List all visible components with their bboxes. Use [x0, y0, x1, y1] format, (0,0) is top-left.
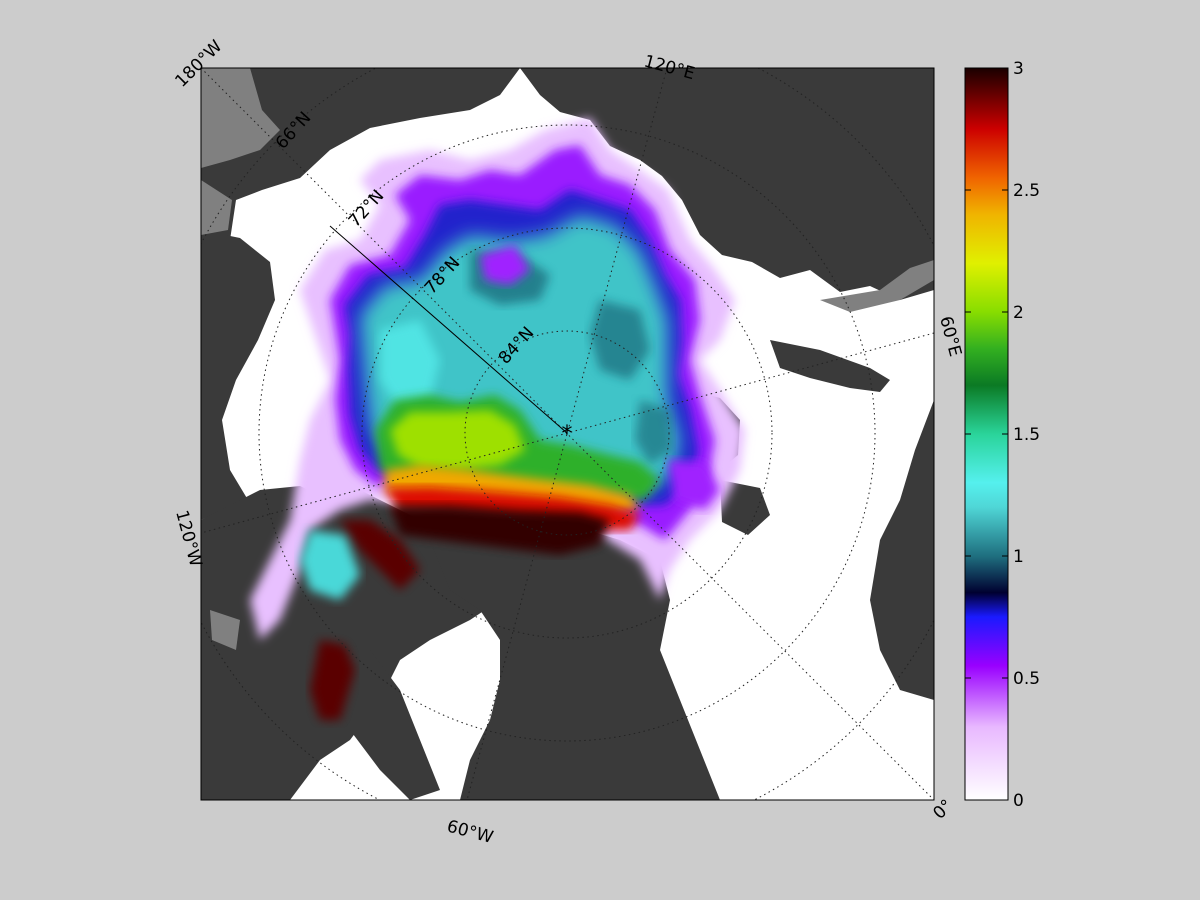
colorbar-tick-label: 1 [1013, 547, 1024, 567]
land-siberia [520, 68, 934, 300]
no-data-alaska-west [201, 68, 280, 168]
lon-label-120w: 120°W [171, 508, 205, 569]
colorbar-ticks: 0 0.5 1 1.5 2 2.5 3 [965, 59, 1040, 811]
land-alaska [201, 68, 520, 252]
ice-archipelago-channels [340, 520, 420, 590]
map-panel: * 66°N 72°N 78°N 84°N [201, 68, 934, 800]
map-border [200, 67, 935, 801]
ice-yellow-green [390, 410, 525, 470]
ice-archipelago-cyan [300, 530, 360, 600]
lat-circle-72n [258, 124, 876, 742]
ice-thickness-field [250, 118, 745, 720]
lat-circle-84n [464, 330, 670, 536]
ice-barents-purple [668, 460, 720, 510]
lat-circle-78n [361, 227, 773, 639]
ice-dark-teal-patch-2 [590, 300, 650, 380]
lat-label-leader [329, 225, 568, 434]
ice-bright-cyan [380, 320, 440, 410]
colorbar-tick-label: 2.5 [1013, 181, 1040, 201]
land-franz-josef [720, 480, 770, 535]
lon-label-60w: 60°W [445, 817, 496, 849]
land-scandinavia [870, 400, 934, 700]
colorbar-tick-label: 1.5 [1013, 425, 1040, 445]
ice-dark-teal-patch-3 [635, 400, 672, 465]
no-data-land [201, 68, 934, 650]
land-baffin [330, 640, 440, 800]
no-data-greenland-edge [210, 610, 240, 650]
lon-label-60e: 60°E [935, 314, 965, 359]
land-canada [201, 230, 275, 520]
meridian-120e-60w [466, 68, 668, 800]
land-greenland [430, 520, 720, 800]
north-pole-marker: * [562, 422, 573, 447]
colorbar-gradient [964, 67, 1009, 801]
ice-thickest-band [390, 505, 610, 555]
no-data-siberia-coast [820, 260, 934, 312]
graticule [201, 68, 934, 800]
no-data-alaska-south [201, 180, 232, 235]
colorbar-tick-label: 0.5 [1013, 669, 1040, 689]
colorbar-tick-label: 3 [1013, 59, 1024, 79]
colorbar-tick-label: 0 [1013, 791, 1024, 811]
colorbar: 0 0.5 1 1.5 2 2.5 3 [964, 59, 1040, 811]
colorbar-tick-label: 2 [1013, 303, 1024, 323]
ice-laptev-purple [480, 245, 530, 285]
ice-nares-strait [310, 640, 355, 720]
land-novaya-zemlya [770, 340, 890, 392]
